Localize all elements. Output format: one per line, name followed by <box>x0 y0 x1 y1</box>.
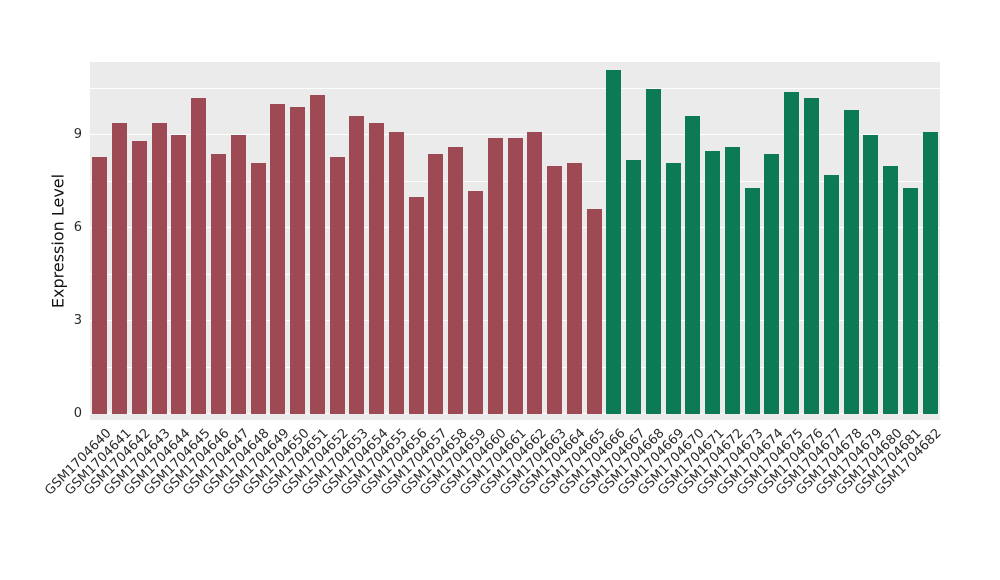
bar-GSM1704648 <box>250 162 266 414</box>
bar-GSM1704676 <box>804 97 819 414</box>
bar-GSM1704657 <box>428 153 444 414</box>
y-tick-label: 6 <box>73 220 82 235</box>
bar-GSM1704665 <box>586 209 602 414</box>
plot-panel <box>90 62 940 420</box>
bar-GSM1704675 <box>784 91 800 414</box>
bar-GSM1704672 <box>724 147 740 414</box>
y-tick-label: 9 <box>73 127 82 142</box>
bar-GSM1704662 <box>527 131 543 414</box>
y-tick-label: 0 <box>73 406 82 421</box>
bar-GSM1704671 <box>705 150 721 414</box>
bar-GSM1704667 <box>626 159 642 414</box>
bar-GSM1704679 <box>863 135 879 414</box>
bar-GSM1704652 <box>329 156 345 414</box>
bar-GSM1704668 <box>645 88 661 414</box>
y-tick-label: 3 <box>73 313 82 328</box>
bar-GSM1704655 <box>388 131 404 414</box>
bar-GSM1704656 <box>408 197 424 414</box>
bar-GSM1704673 <box>744 187 760 414</box>
bar-GSM1704660 <box>487 138 503 414</box>
bar-GSM1704653 <box>349 116 365 414</box>
bar-GSM1704647 <box>230 135 246 414</box>
bar-GSM1704661 <box>507 138 523 414</box>
bar-GSM1704682 <box>922 131 938 414</box>
bar-GSM1704659 <box>467 190 483 414</box>
bar-GSM1704664 <box>566 162 582 414</box>
bar-GSM1704663 <box>547 166 563 414</box>
bar-GSM1704658 <box>448 147 464 414</box>
bar-GSM1704681 <box>902 187 918 414</box>
bar-GSM1704678 <box>843 110 859 414</box>
bar-GSM1704645 <box>191 97 207 414</box>
bar-GSM1704649 <box>270 104 286 414</box>
gridline-minor <box>90 87 940 89</box>
bar-GSM1704640 <box>92 156 108 414</box>
bar-GSM1704650 <box>290 107 306 414</box>
bar-GSM1704651 <box>309 94 325 414</box>
bar-GSM1704669 <box>665 162 681 414</box>
y-axis-title: Expression Level <box>48 173 68 309</box>
bar-GSM1704666 <box>606 69 622 414</box>
bar-GSM1704680 <box>883 166 899 414</box>
bar-GSM1704677 <box>823 175 839 414</box>
bar-GSM1704641 <box>112 122 128 414</box>
bar-GSM1704646 <box>210 153 226 414</box>
bar-GSM1704654 <box>369 122 385 414</box>
gridline-major <box>90 133 940 135</box>
bar-GSM1704642 <box>131 141 147 414</box>
bar-GSM1704670 <box>685 116 701 414</box>
bar-GSM1704643 <box>151 122 167 414</box>
bar-GSM1704674 <box>764 153 780 414</box>
bar-GSM1704644 <box>171 135 187 414</box>
